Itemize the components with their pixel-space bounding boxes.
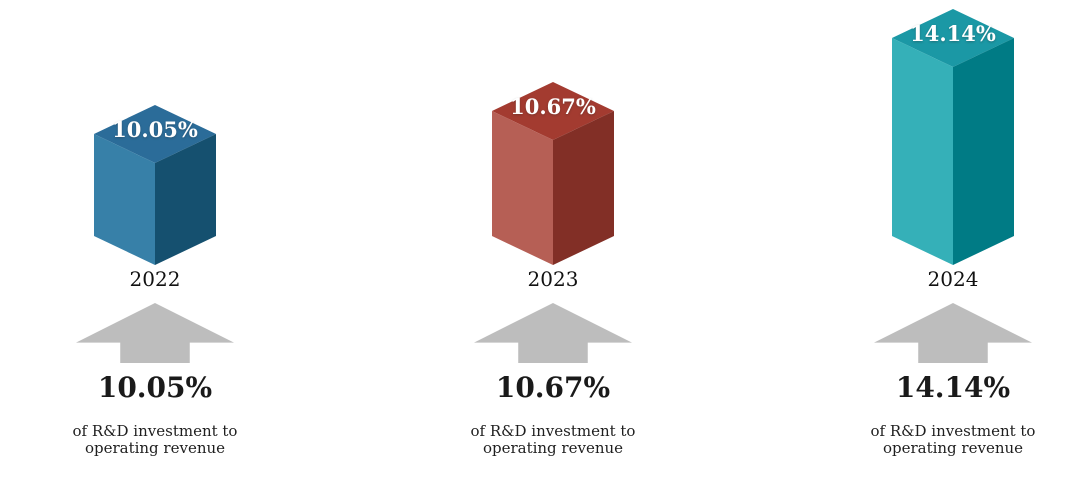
description-label: of R&D investment to operating revenue <box>870 422 1036 458</box>
bar-2022: 10.05% <box>94 105 216 265</box>
bar-right-face <box>553 111 614 265</box>
percent-label: 10.67% <box>495 371 611 404</box>
description-label: of R&D investment to operating revenue <box>470 422 636 458</box>
up-arrow-icon <box>874 303 1032 363</box>
bar-left-face <box>892 38 953 265</box>
bar-right-face <box>953 38 1014 265</box>
description-label: of R&D investment to operating revenue <box>72 422 238 458</box>
bar-2023: 10.67% <box>492 82 614 265</box>
bar-3d-cuboid <box>492 82 614 265</box>
bar-2024: 14.14% <box>892 9 1014 265</box>
year-column-2023: 10.67% 2023 10.67% of R&D investment to … <box>403 0 703 458</box>
bar-area: 10.67% <box>403 0 703 265</box>
bar-left-face <box>94 134 155 265</box>
year-label: 2024 <box>927 267 979 291</box>
bar-value-label: 10.67% <box>510 94 596 119</box>
bar-area: 14.14% <box>803 0 1079 265</box>
year-label: 2022 <box>129 267 181 291</box>
bar-3d-cuboid <box>892 9 1014 265</box>
year-column-2022: 10.05% 2022 10.05% of R&D investment to … <box>5 0 305 458</box>
bar-3d-cuboid <box>94 105 216 265</box>
bar-area: 10.05% <box>5 0 305 265</box>
up-arrow-icon <box>76 303 234 363</box>
up-arrow-icon <box>474 303 632 363</box>
bar-value-label: 10.05% <box>112 117 198 142</box>
year-column-2024: 14.14% 2024 14.14% of R&D investment to … <box>803 0 1079 458</box>
percent-label: 10.05% <box>97 371 213 404</box>
year-label: 2023 <box>527 267 579 291</box>
bar-value-label: 14.14% <box>910 21 996 46</box>
bar-left-face <box>492 111 553 265</box>
percent-label: 14.14% <box>895 371 1011 404</box>
bar-right-face <box>155 134 216 265</box>
